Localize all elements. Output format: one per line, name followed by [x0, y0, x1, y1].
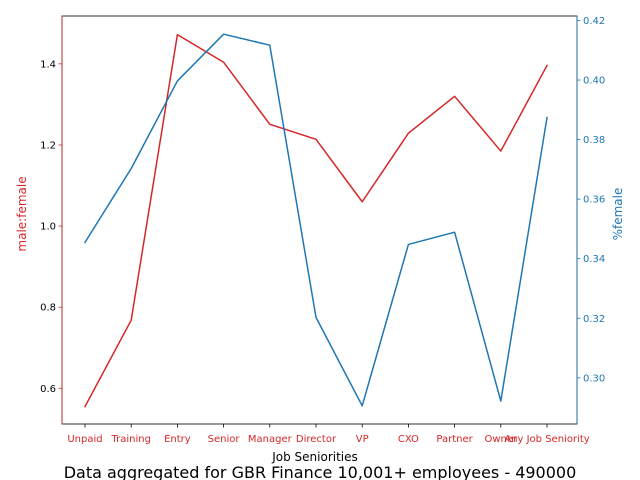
x-tick-label: Training [110, 434, 150, 445]
left-y-axis-label: male:female [15, 176, 29, 251]
chart-title: Data aggregated for GBR Finance 10,001+ … [64, 463, 577, 480]
x-tick-label: CXO [398, 434, 419, 445]
x-axis-label: Job Seniorities [271, 450, 358, 464]
right-y-tick-label: 0.38 [583, 135, 605, 146]
x-axis-ticks: Unpaid Training Entry Senior Manager Director… [67, 424, 590, 445]
left-y-axis-ticks: 0.6 0.8 1.0 1.2 1.4 [40, 59, 62, 395]
series-line-percent-female [83, 33, 548, 407]
right-y-tick-label: 0.30 [583, 373, 605, 384]
x-tick-label: Manager [248, 434, 293, 445]
series-line-male-female-ratio [83, 33, 549, 408]
left-y-tick-label: 0.8 [40, 303, 56, 314]
plot-frame [61, 15, 578, 425]
right-y-tick-label: 0.32 [583, 314, 605, 325]
right-y-tick-label: 0.36 [583, 195, 605, 206]
x-tick-label: Senior [208, 434, 241, 445]
x-tick-label: Entry [164, 434, 191, 445]
right-y-tick-label: 0.34 [583, 254, 605, 265]
left-y-tick-label: 1.2 [40, 140, 56, 151]
x-tick-label: Partner [436, 434, 473, 445]
right-y-tick-label: 0.40 [583, 76, 605, 87]
plot-area [61, 15, 578, 425]
left-y-tick-label: 0.6 [40, 384, 56, 395]
x-tick-label: Unpaid [67, 434, 102, 445]
right-y-axis-label: %female [611, 188, 625, 241]
x-tick-label: Any Job Seniority [504, 434, 589, 445]
left-y-tick-label: 1.0 [40, 222, 56, 233]
right-y-axis-ticks: 0.30 0.32 0.34 0.36 0.38 0.40 0.42 [577, 16, 605, 384]
x-tick-label: Director [296, 434, 337, 445]
left-y-tick-label: 1.4 [40, 59, 56, 70]
x-tick-label: Owner [484, 434, 518, 445]
right-y-tick-label: 0.42 [583, 16, 605, 27]
x-tick-label: VP [356, 434, 369, 445]
